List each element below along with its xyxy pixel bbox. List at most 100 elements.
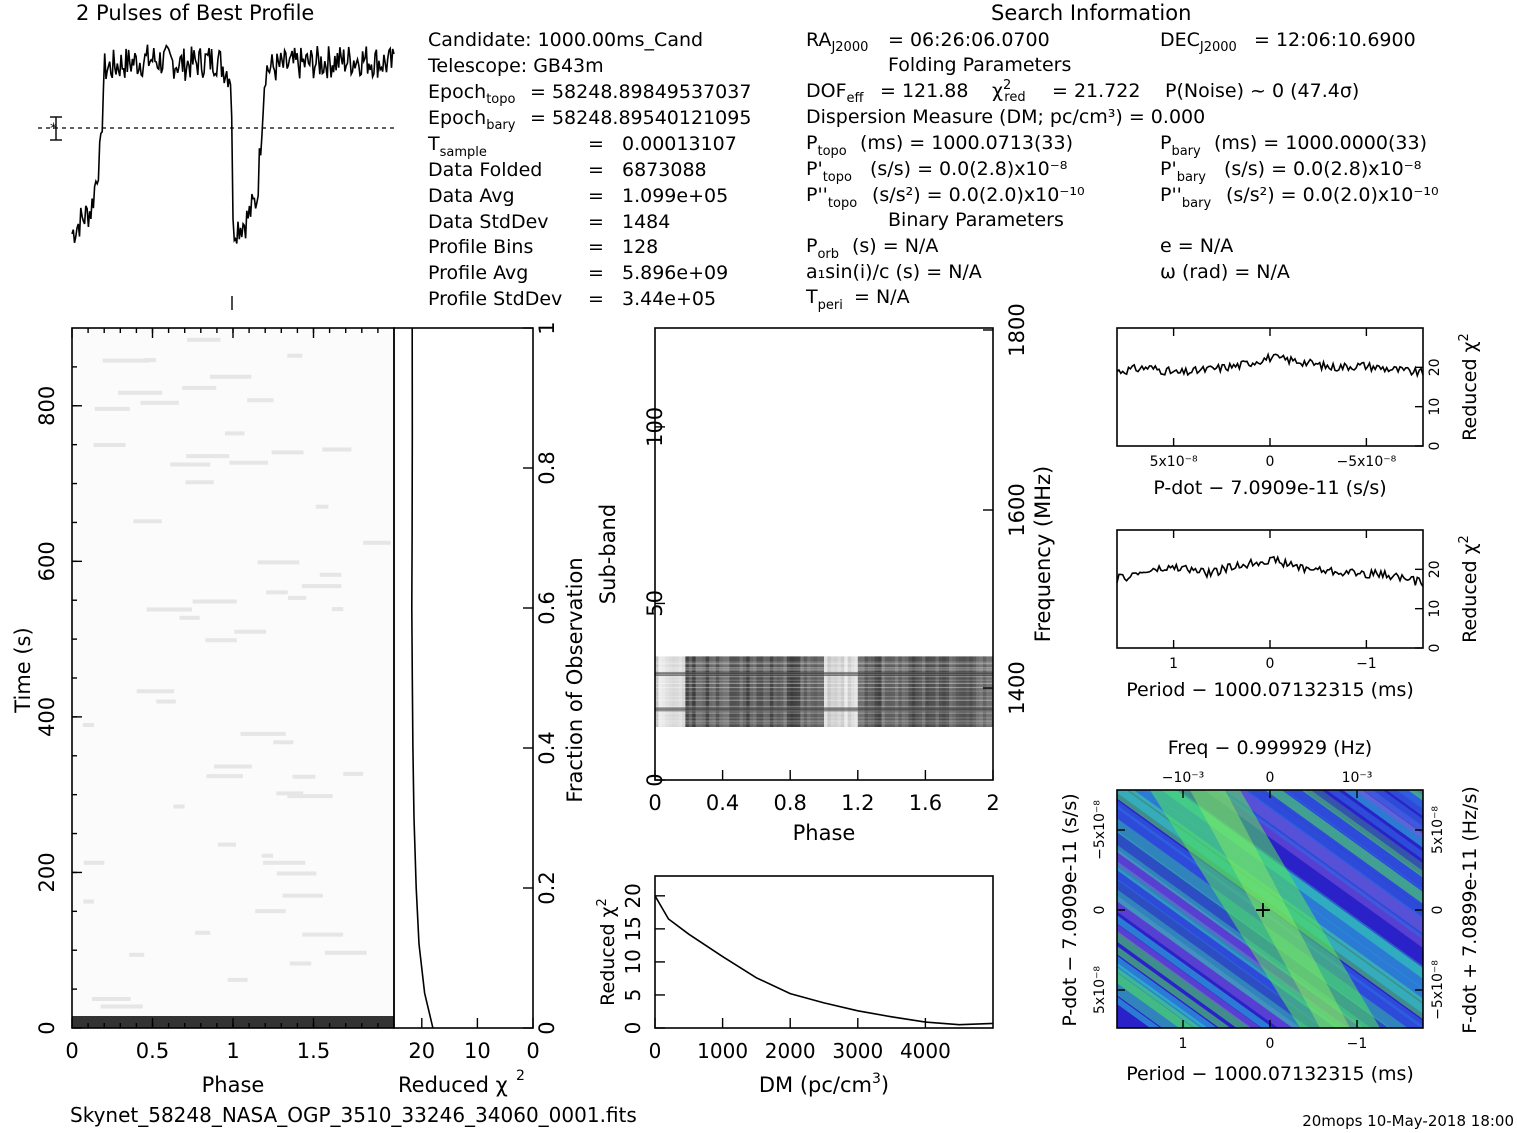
- svg-text:=: =: [588, 185, 604, 207]
- svg-text:Epochtopo: Epochtopo: [428, 81, 515, 107]
- frequency-ytick: 1600: [1005, 483, 1029, 536]
- time-phase-ytick: 800: [35, 386, 59, 426]
- svg-text:Data Folded: Data Folded: [428, 159, 542, 181]
- pd-bary-value: (s/s) = 0.0(2.8)x10⁻⁸: [1224, 158, 1421, 180]
- subband-xtick: 2: [986, 791, 999, 815]
- svg-text:Reduced χ2: Reduced χ2: [1457, 333, 1481, 441]
- svg-text:*: *: [50, 121, 57, 137]
- svg-text:Tperi: Tperi: [805, 286, 843, 313]
- fdot-ytick: −5x10⁻⁸: [1430, 960, 1446, 1020]
- svg-text:Data StdDev: Data StdDev: [428, 211, 549, 233]
- omega-value: ω (rad) = N/A: [1160, 261, 1290, 283]
- svg-text:DM (pc/cm3): DM (pc/cm3): [759, 1071, 889, 1097]
- fdot-ytick: 5x10⁻⁸: [1430, 806, 1446, 854]
- ppdot-xtick: 0: [1266, 1036, 1275, 1052]
- ra-value: = 06:26:06.0700: [888, 29, 1050, 51]
- svg-text:Ptopo: Ptopo: [806, 132, 847, 159]
- svg-text:=: =: [588, 211, 604, 233]
- chi2-vs-period-xtick: 0: [1266, 656, 1275, 672]
- p-orb-value: (s) = N/A: [852, 235, 938, 257]
- freq-xtick: −10⁻³: [1162, 770, 1205, 786]
- pdot-curve: [1116, 351, 1424, 379]
- svg-text:Freq − 0.999929 (Hz): Freq − 0.999929 (Hz): [1168, 737, 1372, 759]
- profile-curve: [71, 43, 395, 244]
- time-phase-xtick: 0: [65, 1039, 78, 1063]
- dm-ytick: 20: [621, 883, 645, 908]
- svg-text:RAJ2000: RAJ2000: [806, 29, 868, 55]
- chi2-fraction-ytick: 0.4: [535, 731, 559, 764]
- svg-text:DECJ2000: DECJ2000: [1160, 29, 1237, 55]
- svg-text:2: 2: [516, 1068, 525, 1084]
- dec-value: = 12:06:10.6900: [1254, 29, 1416, 51]
- ppdot-ytick: −5x10⁻⁸: [1092, 800, 1108, 860]
- chi2-fraction-xtick: 0: [526, 1039, 539, 1063]
- profile-avg-value: 5.896e+09: [622, 262, 728, 284]
- dm-xtick: 1000: [697, 1039, 748, 1063]
- freq-xtick: 10⁻³: [1342, 770, 1373, 786]
- p-topo-value: (ms) = 1000.0713(33): [860, 132, 1073, 154]
- chi2-vs-pdot-ytick: 0: [1427, 442, 1443, 451]
- time-phase-xtick: 1: [226, 1039, 239, 1063]
- chi2-vs-pdot-xtick: −5x10⁻⁸: [1337, 454, 1397, 470]
- telescope-text: Telescope: GB43m: [427, 55, 604, 77]
- svg-text:Pbary: Pbary: [1160, 132, 1201, 159]
- frequency-ytick: 1400: [1005, 661, 1029, 714]
- chi2-fraction-ytick: 1: [535, 321, 559, 334]
- dm-xtick: 0: [649, 1039, 662, 1063]
- pdd-topo-value: (s/s²) = 0.0(2.0)x10⁻¹⁰: [872, 184, 1085, 206]
- subband-panel: 0 0.4 0.8 1.2 1.6 2 0 50 100 1400 1600 1800 Phase S…: [596, 303, 1055, 845]
- chi2-fraction-ytick: 0.8: [535, 451, 559, 484]
- dm-ytick: 5: [621, 989, 645, 1002]
- chi2-fraction-panel: 20 10 0 0 0.2 0.4 0.6 0.8 1 Reduced χ 2 Fraction…: [393, 321, 587, 1097]
- svg-text:P''bary: P''bary: [1160, 184, 1211, 211]
- chi2-vs-pdot-xtick: 5x10⁻⁸: [1150, 454, 1198, 470]
- subband-xtick: 1.2: [841, 791, 874, 815]
- best-fit-marker: +: [1254, 898, 1272, 923]
- svg-text:Time (s): Time (s): [11, 627, 35, 713]
- dm-line: Dispersion Measure (DM; pc/cm³) = 0.000: [806, 106, 1205, 128]
- svg-text:Data Avg: Data Avg: [428, 185, 515, 207]
- profile-panel: *: [38, 43, 398, 310]
- chi2-fraction-ytick: 0: [535, 1021, 559, 1034]
- svg-text:Period − 1000.07132315 (ms): Period − 1000.07132315 (ms): [1126, 1063, 1414, 1085]
- svg-text:Phase: Phase: [202, 1073, 265, 1097]
- svg-text:Porb: Porb: [806, 235, 839, 262]
- data-folded-value: 6873088: [622, 159, 707, 181]
- chi2-fraction-ytick: 0.2: [535, 871, 559, 904]
- time-phase-ytick: 600: [35, 541, 59, 581]
- svg-text:=: =: [588, 236, 604, 258]
- search-info: Search Information Candidate: 1000.00ms_…: [427, 1, 1439, 313]
- epoch-bary-value: = 58248.89540121095: [530, 107, 751, 129]
- chi2-fraction-curve: [410, 327, 434, 1029]
- svg-text:Reduced χ2: Reduced χ2: [595, 898, 619, 1006]
- svg-text:=: =: [588, 133, 604, 155]
- dm-ytick: 0: [621, 1022, 645, 1035]
- chi2-vs-period-ytick: 0: [1427, 644, 1443, 653]
- svg-text:Phase: Phase: [793, 821, 856, 845]
- subband-xtick: 0.8: [773, 791, 806, 815]
- svg-text:Epochbary: Epochbary: [428, 107, 516, 133]
- dm-curve: [654, 895, 994, 1026]
- pd-topo-value: (s/s) = 0.0(2.8)x10⁻⁸: [870, 158, 1067, 180]
- ppdot-xtick: 1: [1179, 1036, 1188, 1052]
- pdd-bary-value: (s/s²) = 0.0(2.0)x10⁻¹⁰: [1226, 184, 1439, 206]
- subband-ytick: 100: [643, 407, 667, 447]
- svg-text:Fraction of Observation: Fraction of Observation: [563, 557, 587, 802]
- ecc-value: e = N/A: [1160, 235, 1233, 257]
- folding-title: Folding Parameters: [888, 54, 1071, 76]
- svg-text:Reduced χ2: Reduced χ2: [1457, 535, 1481, 643]
- time-phase-xtick: 0.5: [136, 1039, 169, 1063]
- candidate-text: Candidate: 1000.00ms_Cand: [428, 29, 703, 51]
- search-info-title: Search Information: [991, 1, 1191, 25]
- chi2-fraction-xtick: 20: [408, 1039, 435, 1063]
- time-phase-ytick: 400: [35, 697, 59, 737]
- t-peri-value: = N/A: [854, 286, 910, 308]
- epoch-topo-value: = 58248.89849537037: [530, 81, 751, 103]
- frequency-ytick: 1800: [1005, 303, 1029, 356]
- time-phase-greyscale: [72, 328, 394, 1028]
- freq-xtick: 0: [1266, 770, 1275, 786]
- subband-ytick: 0: [643, 773, 667, 786]
- pdot-panel: 5x10⁻⁸ 0 −5x10⁻⁸ 0 10 20 P-dot − 7.0909e-11 (…: [1116, 327, 1481, 499]
